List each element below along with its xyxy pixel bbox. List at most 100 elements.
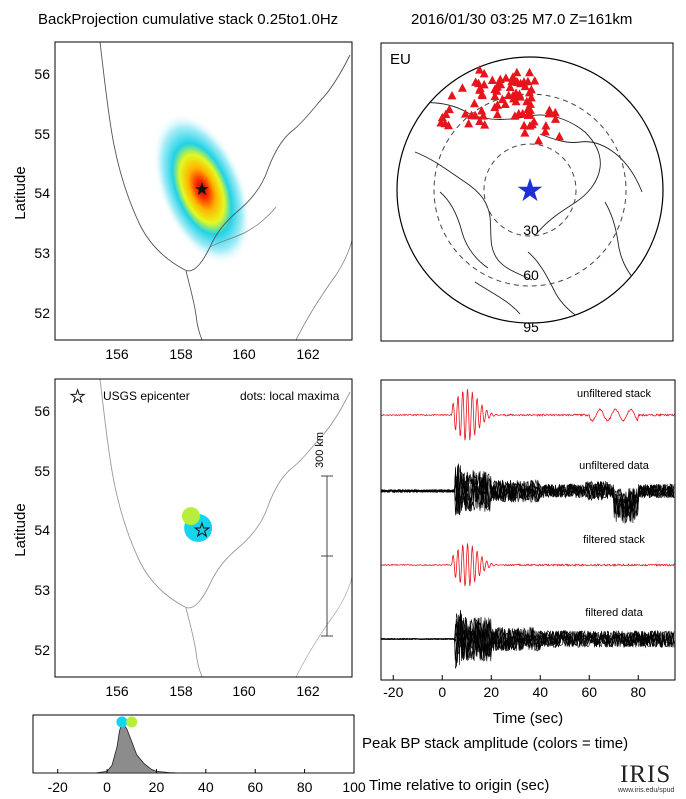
lon-tick: 160 [232,683,256,699]
coastline [99,42,351,272]
x-tick-label: 40 [532,684,548,700]
globe-panel: EU 30 60 95 ★ [380,42,674,342]
x-tick-label: 60 [581,684,597,700]
station-triangle [541,120,551,130]
amplitude-area [33,716,354,774]
lat-tick: 53 [34,245,50,261]
x-tick-label: 20 [149,779,165,795]
ring-label: 95 [523,319,539,335]
x-tick-label: -20 [383,684,403,700]
station-triangle [511,76,521,86]
station-triangle [492,109,502,119]
data-trace [381,610,675,662]
lat-tick: 55 [34,126,50,142]
station-triangle [544,108,554,118]
amplitude-ticks: -20 0 20 40 60 80 100 [48,769,366,795]
local-maximum-dot [181,507,200,526]
epicenter-star-2: ★ [194,520,210,540]
station-triangle [457,83,467,92]
iris-url[interactable]: www.iris.edu/spud [618,787,675,794]
station-triangle [479,68,489,78]
chart-title: BackProjection cumulative stack 0.25to1.… [38,11,339,28]
station-triangle [480,120,490,129]
lat-tick: 54 [34,522,50,538]
station-triangle [520,128,530,137]
lat-tick: 56 [34,403,50,419]
lat-tick: 55 [34,463,50,479]
station-triangle [519,120,529,130]
scale-bar [321,475,333,637]
lon-tick: 158 [169,683,193,699]
y-axis-label: Latitude [12,503,29,556]
station-triangle [441,109,451,119]
lon-tick: 162 [296,346,320,362]
station-triangle [490,91,500,101]
time-marker-dot [126,716,138,728]
ring-label: 30 [523,222,539,238]
lon-tick: 160 [232,346,256,362]
station-triangle [475,65,485,74]
station-triangle [505,82,515,92]
x-tick-label: 60 [247,779,263,795]
ring-label: 60 [523,267,539,283]
series-label: filtered stack [583,534,645,546]
station-triangle [460,109,470,118]
station-triangle [487,75,497,85]
iris-logo: IRIS [620,761,672,788]
x-tick-label: 100 [342,779,366,795]
lon-tick: 162 [296,683,320,699]
epicenter-star: ★ [194,179,210,199]
x-tick-label: 0 [103,779,111,795]
amplitude-panel: -20 0 20 40 60 80 100 [32,714,366,795]
station-triangle [512,67,522,77]
x-tick-label: -20 [48,779,68,795]
station-triangle [540,126,550,136]
station-triangle [523,76,533,86]
station-triangle [478,111,488,120]
station-triangle [522,96,532,106]
station-triangle [518,108,528,118]
stack-trace [381,389,675,441]
station-triangle [526,84,536,94]
data-trace [381,614,675,661]
station-triangle [510,111,520,120]
station-triangle [464,118,474,128]
station-triangle [477,89,487,98]
station-triangle [550,107,560,117]
station-triangle [527,119,537,129]
station-triangle [497,94,507,104]
lat-tick: 52 [34,305,50,321]
series-label: unfiltered stack [577,388,651,400]
lat-tick: 52 [34,642,50,658]
station-triangle [508,90,518,100]
station-triangle [444,104,454,114]
station-triangle [523,104,533,113]
lat-tick: 54 [34,185,50,201]
x-tick-label: 20 [483,684,499,700]
amplitude-title: Peak BP stack amplitude (colors = time) [362,735,629,752]
station-triangle [490,84,500,94]
station-triangle [520,81,530,91]
scale-label: 300 km [314,432,326,468]
station-triangle [508,72,518,81]
series-label: filtered data [585,607,643,619]
station-triangle [501,73,511,82]
amplitude-xlabel: Time relative to origin (sec) [369,777,550,794]
event-info: 2016/01/30 03:25 M7.0 Z=161km [411,11,633,28]
station-triangle [500,99,510,108]
x-tick-label: 80 [297,779,313,795]
globe-outline [396,56,664,324]
legend-star-label: USGS epicenter [103,389,190,403]
amplitude-fill [33,721,354,774]
station-triangle [554,131,564,141]
station-triangle [494,79,504,88]
station-triangle [530,76,540,85]
station-triangle [525,67,535,77]
station-triangle [467,110,477,120]
y-tick-labels: 56 55 54 53 52 [34,66,50,321]
station-triangle [492,100,502,109]
lat-tick: 53 [34,582,50,598]
lon-tick: 158 [169,346,193,362]
local-maxima-dots [181,507,213,542]
y-axis-label: Latitude [12,166,29,219]
